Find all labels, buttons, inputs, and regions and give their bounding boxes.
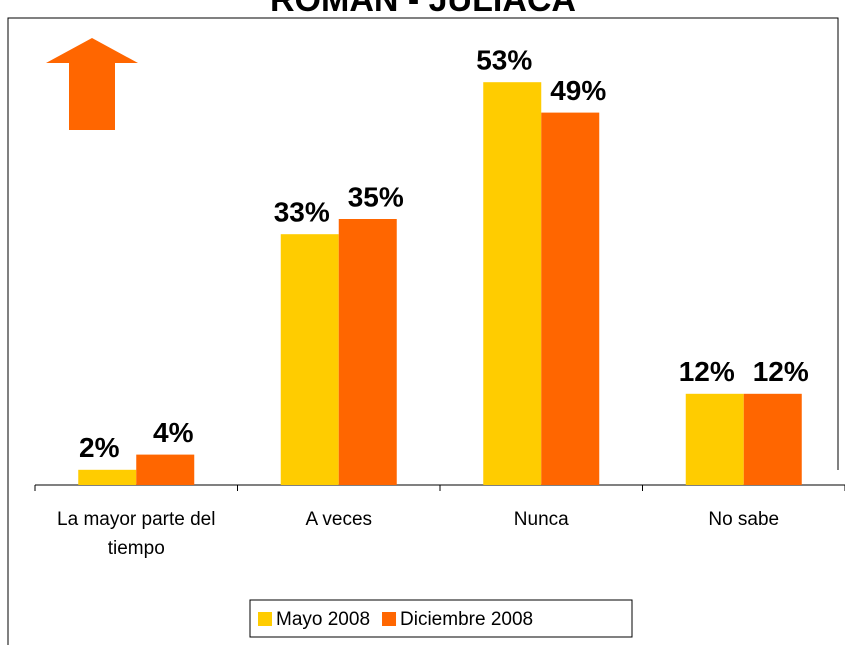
bar [743, 393, 802, 485]
data-label: 2% [79, 432, 120, 463]
data-label: 53% [476, 45, 532, 76]
bar [78, 469, 137, 485]
x-tick-label: No sabe [708, 509, 780, 530]
bar [685, 393, 744, 485]
data-label: 4% [153, 417, 194, 448]
arrow-icon [46, 38, 138, 130]
data-label: 12% [753, 356, 809, 387]
bar [280, 234, 339, 485]
bar [541, 112, 600, 485]
legend-swatch [382, 612, 397, 626]
bar [136, 454, 195, 485]
data-label: 33% [274, 197, 330, 228]
x-tick-label: A veces [305, 509, 373, 530]
bar [483, 82, 542, 485]
bar [338, 219, 397, 485]
chart-title: ROMAN - JULIACA [270, 0, 576, 19]
data-label: 12% [679, 356, 735, 387]
chart-frame [7, 17, 839, 645]
legend-swatch [258, 612, 272, 626]
legend-box [249, 599, 633, 638]
x-tick-label: Nunca [513, 509, 569, 530]
legend-label: Mayo 2008 [276, 609, 370, 630]
data-label: 35% [348, 181, 404, 212]
data-label: 49% [550, 75, 606, 106]
x-tick-label: La mayor parte del tiempo [57, 509, 216, 559]
legend-label: Diciembre 2008 [400, 609, 533, 630]
